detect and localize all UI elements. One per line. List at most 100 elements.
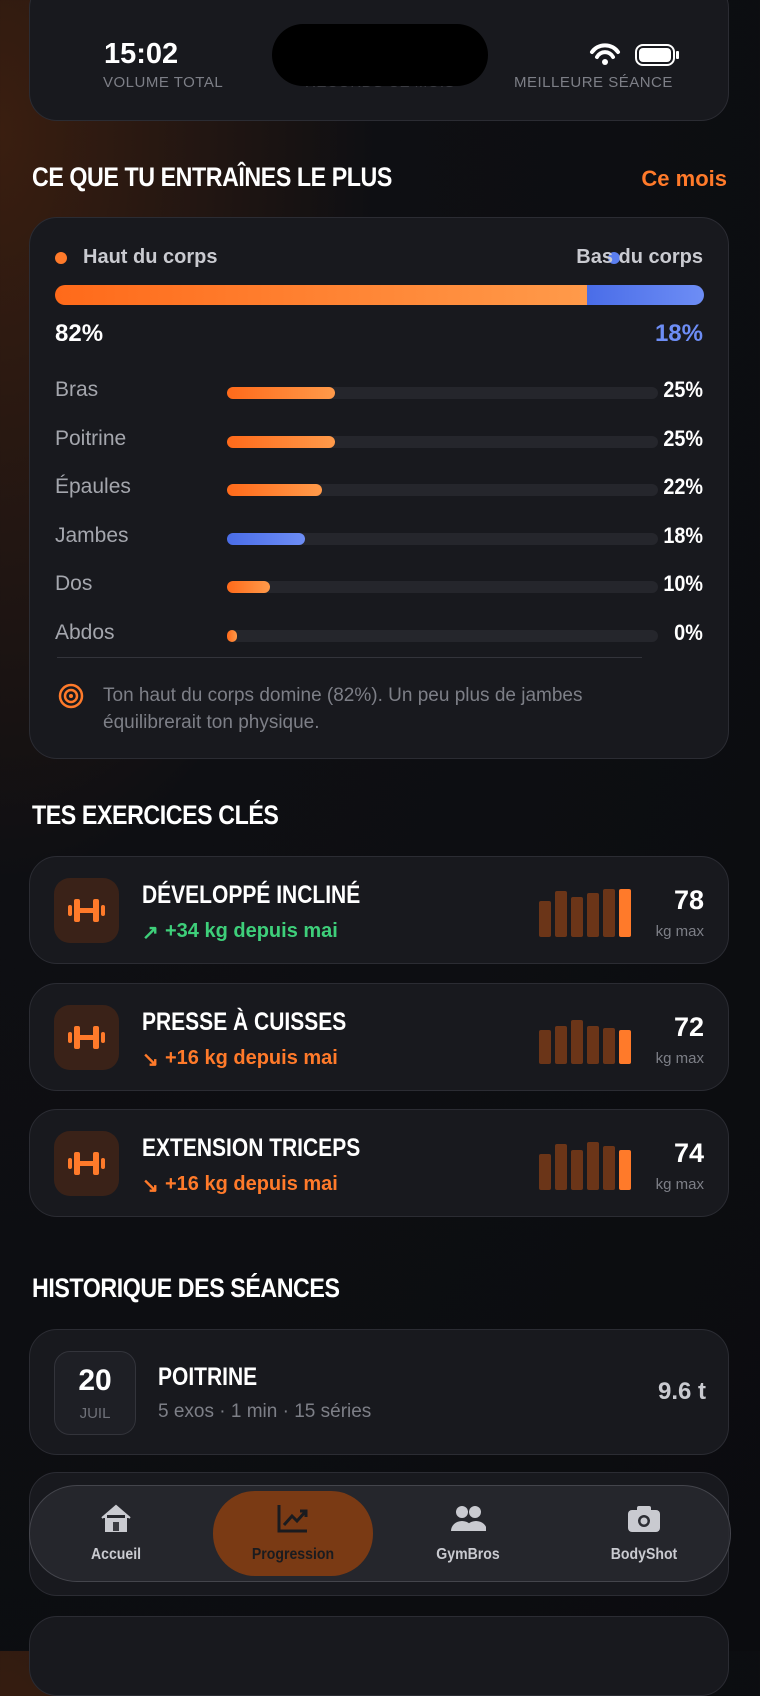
- lower-bar: [587, 285, 704, 305]
- exercise-icon: [54, 878, 119, 943]
- row-name: Bras: [55, 378, 99, 401]
- bar-track: [227, 629, 658, 642]
- spark-bar: [619, 1029, 631, 1064]
- dynamic-island: [272, 24, 488, 86]
- tab-icon-svg: [628, 1506, 660, 1532]
- exercise-unit: kg max: [655, 1049, 704, 1067]
- row-name: Épaules: [55, 475, 131, 498]
- status-icons: [590, 43, 679, 66]
- insight-text: Ton haut du corps domine (82%). Un peu p…: [103, 685, 583, 733]
- spark-bar: [603, 889, 615, 937]
- tab-icon-svg: [451, 1506, 487, 1531]
- session-card[interactable]: 20 JUIL POITRINE 5 exos · 1 min · 15 sér…: [29, 1329, 729, 1455]
- tab-icon-svg: [277, 1505, 308, 1533]
- bar-fill: [227, 629, 237, 642]
- bar-fill: [227, 484, 322, 496]
- legend-dot: [608, 252, 620, 264]
- divider: [57, 657, 642, 658]
- exercise-card[interactable]: PRESSE À CUISSES ↘ +16 kg depuis mai 72 kg m…: [29, 982, 729, 1091]
- bar-track: [227, 532, 658, 545]
- spark-bar: [619, 889, 631, 937]
- bar-fill: [227, 532, 305, 545]
- sparkline: [539, 887, 635, 937]
- exercise-max: 72: [673, 1011, 704, 1042]
- row-percent: 10%: [663, 571, 703, 596]
- dumbbell-icon: [68, 899, 105, 922]
- spark-bar: [587, 1025, 599, 1064]
- tab-label[interactable]: BodyShot: [610, 1546, 678, 1563]
- status-time: 15:02: [104, 38, 179, 70]
- exercise-card[interactable]: DÉVELOPPÉ INCLINÉ ↗ +34 kg depuis mai 78 kg …: [29, 856, 729, 964]
- active-pill: [213, 1491, 373, 1576]
- bar-fill: [227, 581, 271, 593]
- spark-bar: [571, 1019, 583, 1064]
- legend-label: Bas du corps: [576, 246, 703, 268]
- section-title: HISTORIQUE DES SÉANCES: [32, 1273, 340, 1303]
- exercise-max: 78: [673, 885, 704, 915]
- row-percent: 25%: [663, 425, 703, 451]
- spark-bar: [555, 891, 567, 937]
- spark-bar: [539, 1154, 551, 1190]
- exercise-name: PRESSE À CUISSES: [142, 1007, 347, 1036]
- bar-track: [227, 387, 658, 399]
- bar-track: [227, 435, 658, 448]
- exercise-unit: kg max: [655, 1176, 704, 1193]
- dumbbell-icon: [68, 1152, 105, 1175]
- bar-track: [227, 484, 658, 496]
- summary-label: MEILLEURE SÉANCE: [514, 74, 673, 91]
- spark-bar: [619, 1150, 631, 1190]
- tab-label[interactable]: Accueil: [90, 1546, 142, 1563]
- period-link[interactable]: Ce mois: [641, 166, 727, 191]
- section-title: CE QUE TU ENTRAÎNES LE PLUS: [32, 162, 392, 192]
- exercise-delta: +16 kg depuis mai: [165, 1173, 338, 1195]
- trend-arrow: ↘: [142, 1175, 159, 1197]
- tab-icon: [626, 1501, 662, 1537]
- row-name: Jambes: [55, 523, 129, 547]
- target-icon: [58, 683, 84, 709]
- row-name: Dos: [55, 572, 93, 595]
- session-details: 5 exos · 1 min · 15 séries: [158, 1401, 372, 1422]
- spark-bar: [603, 1027, 615, 1064]
- split-bar: [55, 285, 704, 305]
- legend-label: Haut du corps: [83, 246, 218, 268]
- session-day: 20: [78, 1364, 112, 1397]
- tab-bar: Accueil Progression GymBros BodyShot: [29, 1485, 731, 1582]
- spark-bar: [587, 893, 599, 937]
- trend-arrow: ↘: [142, 1048, 159, 1071]
- exercise-card[interactable]: EXTENSION TRICEPS ↘ +16 kg depuis mai 74 kg …: [29, 1109, 729, 1217]
- tab-icon: [98, 1501, 134, 1537]
- exercise-unit: kg max: [655, 923, 704, 940]
- tab-icon-svg: [101, 1504, 131, 1532]
- tab-icon: [450, 1501, 487, 1537]
- session-card[interactable]: [29, 1616, 729, 1696]
- legend-dot: [55, 252, 67, 264]
- focus-card: Haut du corps Bas du corps 82% 18% Bras 2…: [29, 217, 729, 759]
- date-box: 20 JUIL: [54, 1351, 136, 1435]
- exercise-name: EXTENSION TRICEPS: [142, 1134, 361, 1162]
- tab-label[interactable]: GymBros: [436, 1546, 500, 1563]
- spark-bar: [555, 1025, 567, 1064]
- exercise-max: 74: [673, 1138, 704, 1168]
- session-volume: 9.6 t: [657, 1378, 706, 1405]
- spark-bar: [539, 1029, 551, 1064]
- row-percent: 0%: [674, 619, 703, 645]
- spark-bar: [539, 901, 551, 937]
- trend-arrow: ↗: [142, 922, 159, 944]
- tab-icon: [275, 1501, 311, 1537]
- session-name: POITRINE: [158, 1363, 258, 1391]
- upper-percent: 82%: [55, 320, 104, 347]
- exercise-delta: +16 kg depuis mai: [165, 1046, 338, 1069]
- row-percent: 18%: [663, 522, 703, 548]
- lower-percent: 18%: [654, 320, 703, 347]
- row-percent: 22%: [663, 474, 703, 499]
- tab-label[interactable]: Progression: [251, 1546, 335, 1563]
- dumbbell-icon: [68, 1025, 105, 1049]
- sparkline: [539, 1140, 635, 1190]
- row-name: Abdos: [55, 620, 115, 644]
- exercise-delta: +34 kg depuis mai: [165, 920, 338, 942]
- bar-track: [227, 581, 658, 593]
- spark-bar: [555, 1144, 567, 1190]
- bar-fill: [227, 387, 335, 399]
- row-name: Poitrine: [55, 426, 127, 450]
